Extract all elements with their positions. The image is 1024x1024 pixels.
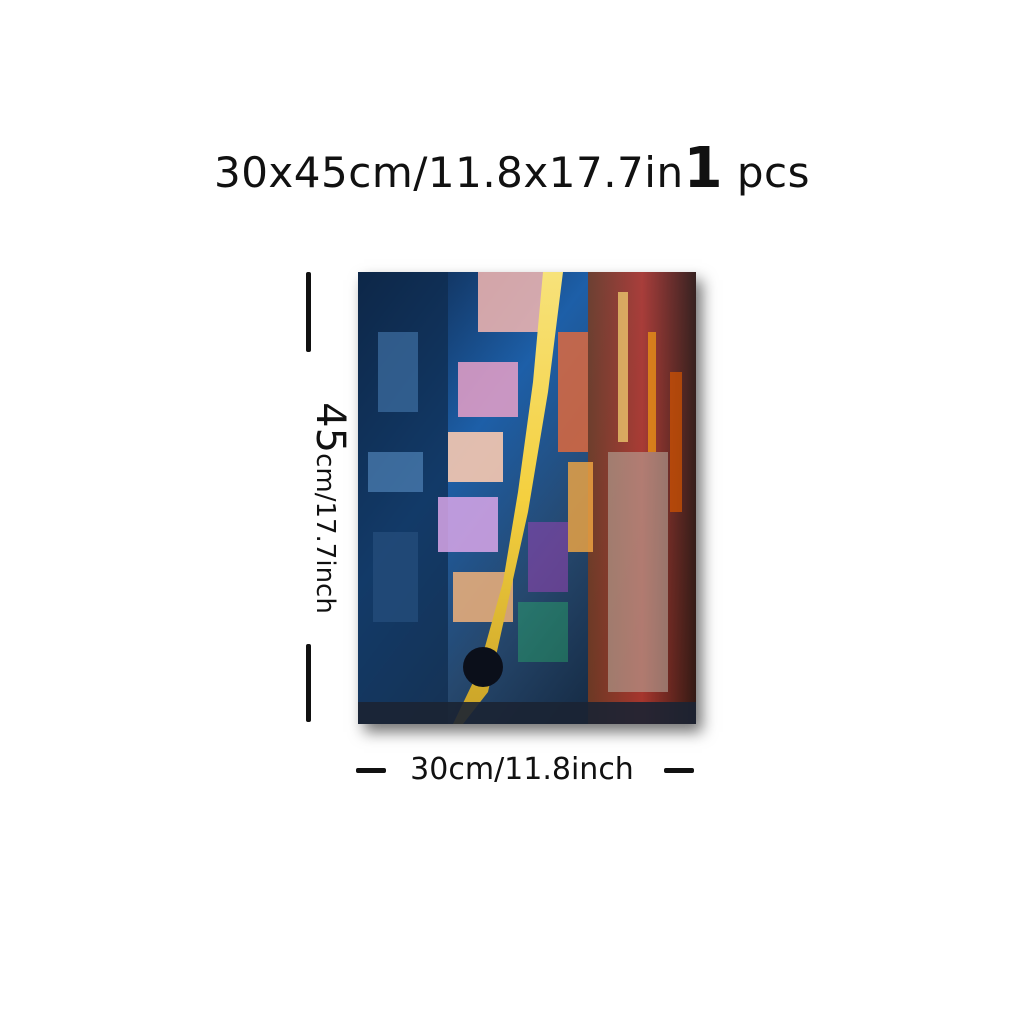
size-text: 30x45cm/11.8x17.7in	[213, 148, 684, 197]
height-line-bottom	[306, 644, 311, 722]
height-unit: cm/17.7inch	[310, 453, 340, 614]
size-title: 30x45cm/11.8x17.7in1 pcs	[0, 136, 1024, 201]
width-label: 30cm/11.8inch	[410, 752, 634, 787]
canvas-artwork	[358, 272, 696, 724]
width-line-left	[356, 768, 386, 773]
width-line-right	[664, 768, 694, 773]
height-number: 45	[307, 402, 353, 454]
height-label: 45cm/17.7inch	[307, 308, 353, 708]
quantity-unit: pcs	[723, 148, 811, 197]
quantity-number: 1	[683, 136, 724, 201]
abstract-painting-image	[358, 272, 696, 724]
height-line-top	[306, 272, 311, 352]
